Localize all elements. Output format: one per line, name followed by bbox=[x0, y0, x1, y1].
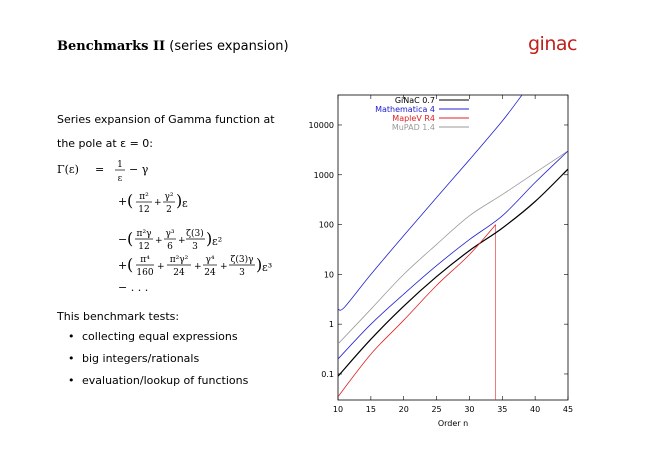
t3-lparen: ( bbox=[127, 229, 133, 248]
benchmark-chart: 10 15 20 25 30 35 40 45 0.1 1 10 100 1000 10000 Order … bbox=[309, 94, 573, 428]
x-axis-label: Order n bbox=[438, 419, 468, 428]
title-bold: Benchmarks II bbox=[57, 39, 166, 54]
benchmark-heading: This benchmark tests: bbox=[57, 310, 180, 323]
t3-c-num: ζ(3) bbox=[186, 228, 204, 239]
t3-b-den: 6 bbox=[167, 242, 173, 252]
series-line-4 bbox=[338, 150, 568, 345]
series-line-1 bbox=[338, 168, 568, 377]
t4-rparen: ) bbox=[256, 255, 262, 274]
legend-label: GiNaC 0.7 bbox=[395, 96, 435, 105]
x-tick-label: 45 bbox=[563, 405, 573, 414]
t4-d-den: 3 bbox=[239, 268, 245, 278]
y-tick-label: 100 bbox=[319, 221, 334, 230]
t3-pre: − bbox=[118, 233, 127, 246]
t4-plus-1: + bbox=[157, 262, 165, 272]
t3-suffix: ε² bbox=[212, 235, 222, 248]
desc-line-1: Series expansion of Gamma function at bbox=[57, 113, 275, 126]
bullet-item: collecting equal expressions bbox=[60, 326, 248, 348]
y-tick-label: 10 bbox=[324, 270, 334, 279]
series-line-2 bbox=[338, 95, 523, 311]
t1-tail: − γ bbox=[129, 163, 149, 176]
t2-b-num: γ² bbox=[165, 192, 174, 202]
t4-a-den: 160 bbox=[136, 268, 153, 278]
formula-eq: = bbox=[95, 163, 104, 176]
bullet-item: evaluation/lookup of functions bbox=[60, 370, 248, 392]
x-tick-label: 40 bbox=[530, 405, 540, 414]
ginac-logo: ginac bbox=[528, 33, 577, 55]
t4-pre: + bbox=[118, 259, 127, 272]
benchmark-list: collecting equal expressions big integer… bbox=[60, 326, 248, 392]
x-tick-label: 15 bbox=[366, 405, 376, 414]
t2-a-num: π² bbox=[139, 192, 149, 202]
t4-suffix: ε³ bbox=[262, 261, 272, 274]
t4-b-den: 24 bbox=[173, 268, 185, 278]
desc-line-2: the pole at ε = 0: bbox=[57, 137, 153, 150]
t2-lparen: ( bbox=[127, 191, 133, 210]
series-line-3 bbox=[338, 224, 497, 397]
x-tick-label: 20 bbox=[399, 405, 409, 414]
t4-d-num: ζ(3)γ bbox=[230, 254, 253, 265]
series-line-5 bbox=[338, 150, 568, 360]
t3-b-num: γ³ bbox=[166, 229, 175, 239]
x-tick-label: 10 bbox=[333, 405, 343, 414]
t3-rparen: ) bbox=[206, 229, 212, 248]
t3-c-den: 3 bbox=[192, 242, 198, 252]
plot-frame bbox=[337, 94, 569, 401]
t2-pre: + bbox=[118, 195, 127, 208]
t4-a-num: π⁴ bbox=[140, 255, 150, 265]
t3-a-num: π²γ bbox=[137, 229, 152, 239]
formula-tail: − . . . bbox=[118, 281, 148, 294]
y-tick-label: 10000 bbox=[309, 121, 334, 130]
legend-label: Mathematica 4 bbox=[375, 105, 435, 114]
t2-a-den: 12 bbox=[138, 205, 149, 215]
t4-b-num: π²γ² bbox=[170, 255, 189, 265]
t3-plus-1: + bbox=[155, 236, 163, 246]
t4-c-den: 24 bbox=[204, 268, 216, 278]
t4-lparen: ( bbox=[127, 255, 133, 274]
t3-a-den: 12 bbox=[138, 242, 149, 252]
x-tick-label: 35 bbox=[497, 405, 507, 414]
y-tick-label: 1 bbox=[329, 320, 334, 329]
t4-c-num: γ⁴ bbox=[206, 255, 215, 265]
x-tick-label: 25 bbox=[431, 405, 441, 414]
bullet-item: big integers/rationals bbox=[60, 348, 248, 370]
slide-title: Benchmarks II (series expansion) bbox=[57, 39, 289, 54]
t1-den: ε bbox=[118, 174, 123, 184]
t1-num: 1 bbox=[117, 160, 123, 170]
t2-rparen: ) bbox=[176, 191, 182, 210]
t4-plus-3: + bbox=[220, 262, 228, 272]
t2-plus: + bbox=[154, 198, 162, 208]
y-tick-label: 0.1 bbox=[321, 370, 334, 379]
x-tick-label: 30 bbox=[464, 405, 474, 414]
legend-label: MapleV R4 bbox=[392, 114, 435, 123]
legend-label: MuPAD 1.4 bbox=[392, 123, 435, 132]
y-tick-label: 1000 bbox=[314, 171, 334, 180]
t3-plus-2: + bbox=[178, 236, 186, 246]
formula-lhs: Γ(ε) bbox=[57, 163, 79, 176]
title-rest: (series expansion) bbox=[165, 39, 289, 54]
gamma-formula: Γ(ε) = 1 ε − γ + ( π² 12 + γ² 2 ) ε − ( … bbox=[57, 160, 272, 294]
t2-b-den: 2 bbox=[166, 205, 172, 215]
t2-suffix: ε bbox=[182, 197, 188, 210]
t4-plus-2: + bbox=[194, 262, 202, 272]
